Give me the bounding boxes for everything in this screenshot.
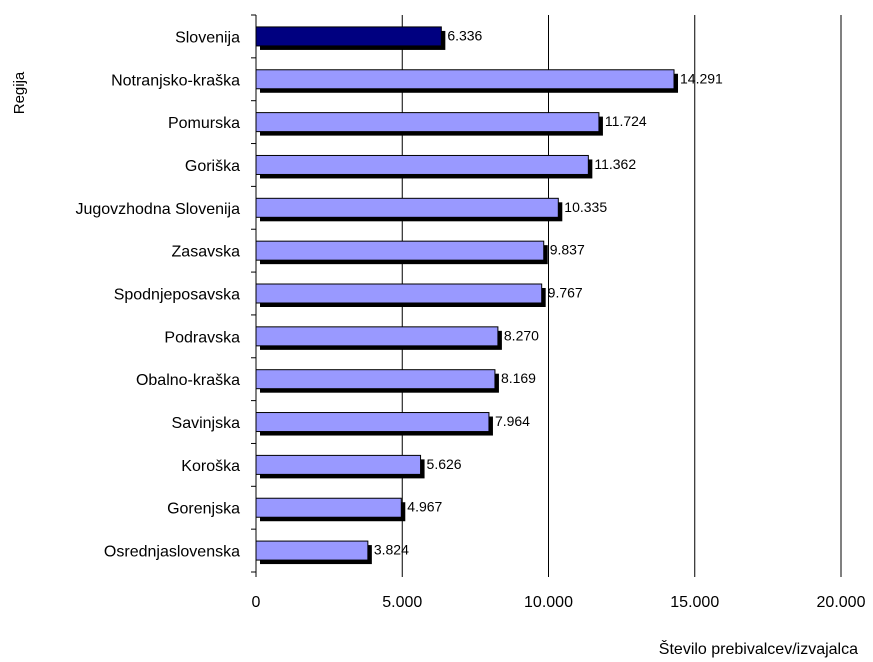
- category-label: Koroška: [181, 458, 240, 475]
- y-axis-title: Regija: [11, 71, 28, 114]
- x-tick-label: 10.000: [524, 594, 573, 611]
- bar: [255, 112, 600, 133]
- bar: [255, 454, 422, 475]
- category-label: Podravska: [164, 329, 240, 346]
- category-label: Zasavska: [172, 244, 241, 261]
- bar: [255, 326, 499, 347]
- x-tick-label: 5.000: [382, 594, 422, 611]
- x-tick-label: 15.000: [670, 594, 719, 611]
- data-label: 7.964: [495, 413, 530, 429]
- data-label: 6.336: [447, 27, 482, 43]
- bar: [255, 497, 402, 518]
- category-label: Notranjsko-kraška: [111, 72, 240, 89]
- x-tick-label: 0: [252, 594, 261, 611]
- category-label: Goriška: [185, 158, 240, 175]
- data-label: 10.335: [564, 199, 607, 215]
- bar: [255, 154, 589, 175]
- bars: [255, 26, 679, 565]
- category-label: Savinjska: [172, 415, 241, 432]
- data-label: 3.824: [374, 542, 409, 558]
- data-label: 11.724: [605, 113, 647, 129]
- data-label: 14.291: [680, 70, 723, 86]
- category-label: Pomurska: [168, 115, 240, 132]
- value-labels: 6.336 14.291 11.724 11.362 10.335 9.837 9.767 8…: [374, 27, 723, 557]
- category-label: Spodnjeposavska: [114, 287, 240, 304]
- data-label: 9.767: [548, 285, 583, 301]
- data-label: 5.626: [427, 456, 462, 472]
- category-label: Osrednjaslovenska: [104, 544, 240, 561]
- category-label: Obalno-kraška: [136, 372, 240, 389]
- data-label: 8.169: [501, 370, 536, 386]
- category-label: Gorenjska: [167, 501, 240, 518]
- bar: [255, 69, 675, 90]
- data-label: 4.967: [407, 499, 442, 515]
- x-tick-label: 20.000: [817, 594, 866, 611]
- data-label: 11.362: [594, 156, 636, 172]
- bar: [255, 197, 559, 218]
- x-tick-labels: 0 5.000 10.000 15.000 20.000: [252, 594, 866, 611]
- bar: [255, 240, 545, 261]
- x-axis-title: Število prebivalcev/izvajalca: [659, 639, 858, 658]
- bar: [255, 412, 490, 433]
- bar: [255, 26, 442, 47]
- bar: [255, 283, 543, 304]
- bar: [255, 540, 369, 561]
- bar: [255, 369, 496, 390]
- category-label: Jugovzhodna Slovenija: [75, 201, 240, 218]
- data-label: 9.837: [550, 242, 585, 258]
- data-label: 8.270: [504, 327, 539, 343]
- category-labels: Slovenija Notranjsko-kraška Pomurska Gorišk…: [75, 29, 240, 560]
- category-label: Slovenija: [175, 29, 240, 46]
